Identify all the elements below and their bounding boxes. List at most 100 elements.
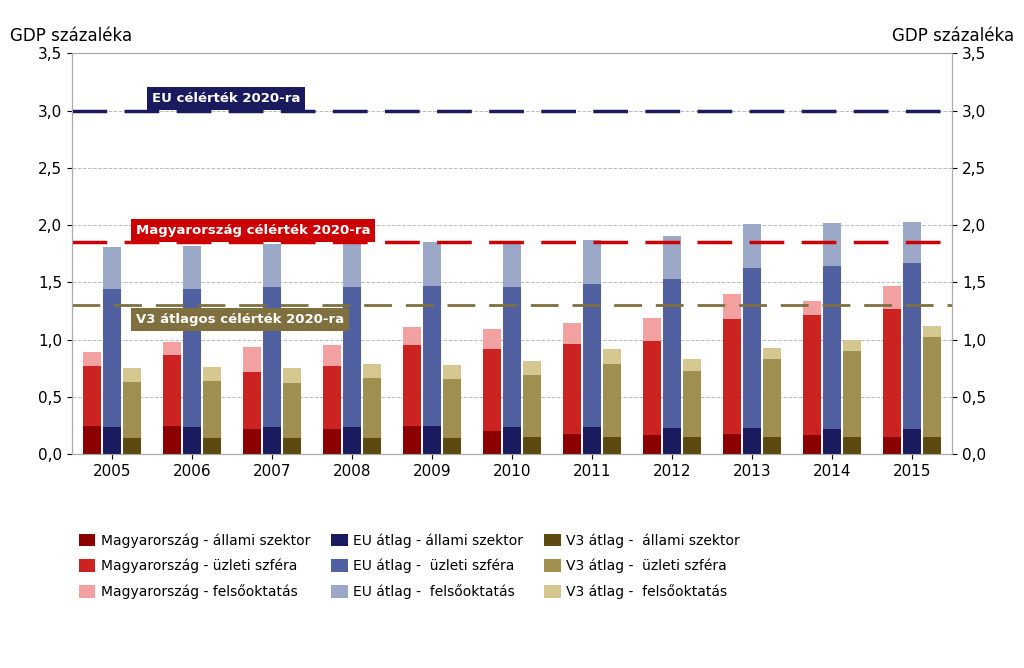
- Bar: [323, 366, 341, 429]
- Bar: [163, 355, 180, 426]
- Bar: [323, 429, 341, 454]
- Bar: [603, 349, 621, 364]
- Bar: [844, 340, 861, 351]
- Bar: [283, 438, 301, 454]
- Bar: [903, 222, 922, 263]
- Bar: [163, 426, 180, 454]
- Bar: [563, 434, 581, 454]
- Bar: [443, 379, 461, 438]
- Bar: [102, 247, 121, 289]
- Bar: [423, 286, 440, 426]
- Bar: [503, 244, 521, 287]
- Bar: [403, 345, 421, 426]
- Bar: [924, 337, 941, 437]
- Bar: [823, 429, 841, 454]
- Bar: [403, 327, 421, 345]
- Bar: [823, 267, 841, 429]
- Bar: [584, 427, 601, 454]
- Bar: [743, 268, 761, 428]
- Bar: [804, 315, 821, 435]
- Bar: [723, 319, 741, 434]
- Bar: [523, 361, 541, 375]
- Bar: [503, 427, 521, 454]
- Bar: [203, 381, 220, 438]
- Bar: [102, 427, 121, 454]
- Bar: [683, 371, 701, 437]
- Bar: [364, 377, 381, 438]
- Bar: [743, 224, 761, 268]
- Bar: [924, 437, 941, 454]
- Bar: [483, 349, 501, 432]
- Text: GDP százaléka: GDP százaléka: [10, 27, 132, 45]
- Bar: [763, 437, 781, 454]
- Bar: [664, 279, 681, 428]
- Bar: [844, 351, 861, 437]
- Bar: [443, 365, 461, 379]
- Legend: Magyarország - állami szektor, Magyarország - üzleti szféra, Magyarország - fels: Magyarország - állami szektor, Magyarors…: [79, 533, 740, 599]
- Bar: [844, 437, 861, 454]
- Bar: [183, 246, 201, 289]
- Bar: [403, 426, 421, 454]
- Bar: [343, 287, 360, 427]
- Bar: [203, 438, 220, 454]
- Bar: [443, 438, 461, 454]
- Bar: [643, 435, 660, 454]
- Bar: [763, 348, 781, 359]
- Bar: [523, 437, 541, 454]
- Bar: [343, 244, 360, 287]
- Bar: [584, 240, 601, 284]
- Bar: [523, 375, 541, 437]
- Bar: [364, 364, 381, 377]
- Bar: [423, 242, 440, 286]
- Bar: [823, 223, 841, 267]
- Bar: [743, 428, 761, 454]
- Bar: [163, 342, 180, 355]
- Bar: [643, 341, 660, 435]
- Bar: [243, 372, 261, 429]
- Bar: [603, 437, 621, 454]
- Bar: [364, 438, 381, 454]
- Bar: [243, 429, 261, 454]
- Bar: [763, 359, 781, 437]
- Bar: [903, 429, 922, 454]
- Bar: [563, 323, 581, 344]
- Bar: [283, 368, 301, 383]
- Bar: [263, 287, 281, 427]
- Bar: [343, 427, 360, 454]
- Bar: [83, 352, 100, 366]
- Bar: [924, 326, 941, 337]
- Bar: [263, 244, 281, 287]
- Text: EU célérték 2020-ra: EU célérték 2020-ra: [152, 92, 300, 105]
- Bar: [884, 286, 901, 309]
- Bar: [263, 427, 281, 454]
- Bar: [503, 287, 521, 427]
- Bar: [683, 359, 701, 371]
- Bar: [884, 437, 901, 454]
- Bar: [83, 366, 100, 426]
- Bar: [243, 347, 261, 372]
- Bar: [664, 428, 681, 454]
- Bar: [123, 368, 140, 382]
- Bar: [664, 236, 681, 279]
- Bar: [603, 364, 621, 437]
- Text: Magyarország célérték 2020-ra: Magyarország célérték 2020-ra: [136, 224, 371, 236]
- Bar: [123, 438, 140, 454]
- Bar: [483, 329, 501, 349]
- Bar: [423, 426, 440, 454]
- Bar: [102, 289, 121, 427]
- Bar: [203, 367, 220, 381]
- Bar: [83, 426, 100, 454]
- Bar: [804, 301, 821, 315]
- Bar: [563, 344, 581, 434]
- Bar: [483, 432, 501, 454]
- Bar: [723, 434, 741, 454]
- Bar: [584, 284, 601, 427]
- Bar: [183, 427, 201, 454]
- Bar: [903, 263, 922, 429]
- Bar: [884, 309, 901, 437]
- Bar: [723, 294, 741, 319]
- Text: V3 átlagos célérték 2020-ra: V3 átlagos célérték 2020-ra: [136, 313, 344, 326]
- Bar: [183, 289, 201, 427]
- Bar: [683, 437, 701, 454]
- Bar: [643, 318, 660, 341]
